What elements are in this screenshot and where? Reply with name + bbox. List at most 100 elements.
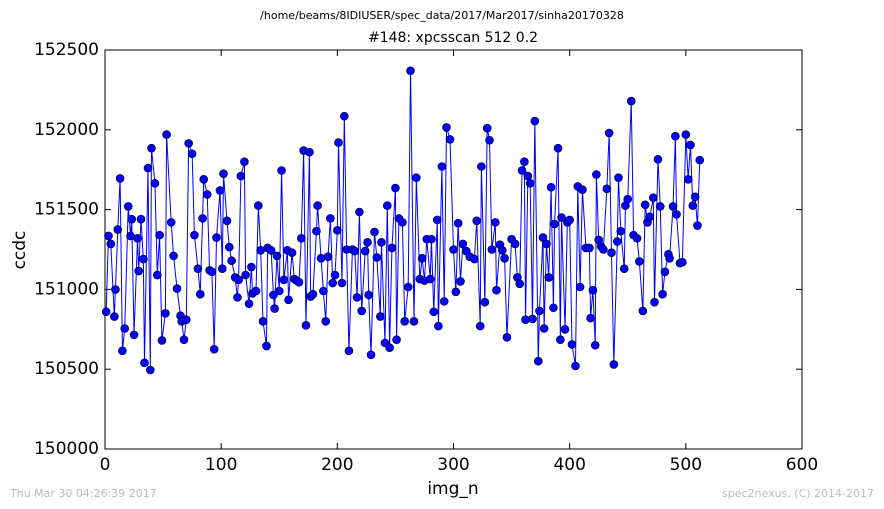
data-point <box>525 178 535 188</box>
data-point <box>578 185 587 194</box>
data-point <box>195 289 205 299</box>
data-point <box>515 279 525 289</box>
data-point <box>567 340 577 349</box>
data-point <box>487 245 497 254</box>
data-point <box>391 183 400 193</box>
data-point <box>279 275 289 285</box>
data-point <box>224 242 234 252</box>
data-point <box>152 270 162 280</box>
data-point <box>207 267 217 277</box>
data-point <box>219 169 228 178</box>
y-tick-label: 152500 <box>34 40 99 60</box>
data-point <box>609 360 619 369</box>
data-point <box>140 358 149 368</box>
data-point <box>313 201 322 210</box>
data-point <box>150 178 160 188</box>
data-point <box>240 157 249 167</box>
data-point <box>127 214 137 224</box>
data-point <box>209 344 219 354</box>
data-point <box>645 212 655 222</box>
data-point <box>266 245 276 255</box>
data-point <box>604 128 614 138</box>
data-point <box>101 307 111 317</box>
data-point <box>453 218 463 228</box>
data-point <box>530 116 540 126</box>
data-point <box>376 312 385 321</box>
data-point <box>686 140 695 150</box>
data-point <box>350 246 360 256</box>
data-point <box>640 200 650 210</box>
data-point <box>550 219 559 229</box>
data-point <box>333 226 342 235</box>
data-point <box>534 356 543 366</box>
data-point <box>607 248 616 257</box>
data-point <box>619 264 629 273</box>
x-tick-label: 200 <box>321 455 353 475</box>
y-tick-label: 151500 <box>34 200 99 220</box>
data-point <box>434 321 443 331</box>
data-point <box>190 230 199 240</box>
data-point <box>482 123 492 133</box>
data-point <box>111 285 120 294</box>
data-point <box>262 341 271 351</box>
data-point <box>565 215 574 225</box>
data-point <box>305 147 314 157</box>
data-point <box>665 253 674 263</box>
data-point <box>439 297 449 306</box>
data-point <box>491 218 500 227</box>
data-point <box>417 253 427 263</box>
data-point <box>544 273 554 282</box>
data-point <box>328 278 337 288</box>
data-point <box>425 274 435 284</box>
data-point <box>366 350 376 360</box>
data-point <box>510 239 520 249</box>
data-point <box>287 248 297 257</box>
data-point <box>546 182 556 192</box>
data-point <box>660 267 670 277</box>
data-point <box>683 174 693 184</box>
data-point <box>199 174 209 184</box>
y-tick-label: 150500 <box>34 359 99 379</box>
data-point <box>626 96 636 106</box>
data-point <box>403 282 413 292</box>
data-point <box>147 143 156 153</box>
data-point <box>635 257 644 266</box>
data-point <box>668 202 678 211</box>
data-point <box>477 162 486 171</box>
data-point <box>502 332 512 342</box>
data-point <box>326 214 335 223</box>
data-point <box>556 335 565 344</box>
data-point <box>106 239 116 249</box>
data-point <box>146 365 155 375</box>
data-point <box>244 299 254 309</box>
data-point <box>134 266 143 276</box>
data-point <box>693 221 702 230</box>
x-tick-label: 600 <box>786 455 818 475</box>
data-point <box>586 313 595 323</box>
data-point <box>688 201 698 210</box>
data-point <box>458 239 468 249</box>
data-point <box>355 207 364 217</box>
data-point <box>136 214 146 224</box>
data-point <box>412 173 421 182</box>
data-point <box>337 278 347 288</box>
chart-title: #148: xpcsscan 512 0.2 <box>368 30 538 46</box>
data-point <box>321 317 331 326</box>
data-point <box>539 324 549 333</box>
data-point <box>602 184 612 194</box>
data-point <box>427 234 436 244</box>
data-point <box>251 286 261 296</box>
data-point <box>638 306 648 316</box>
data-point <box>215 186 225 195</box>
data-point <box>319 286 328 296</box>
data-point <box>340 111 349 121</box>
data-point <box>614 173 623 182</box>
data-point <box>236 171 246 181</box>
data-point <box>161 309 170 318</box>
data-point <box>334 138 343 147</box>
footer-left: Thu Mar 30 04:26:39 2017 <box>9 487 157 500</box>
data-point <box>118 346 127 356</box>
data-point <box>451 287 461 297</box>
data-point <box>442 123 451 132</box>
